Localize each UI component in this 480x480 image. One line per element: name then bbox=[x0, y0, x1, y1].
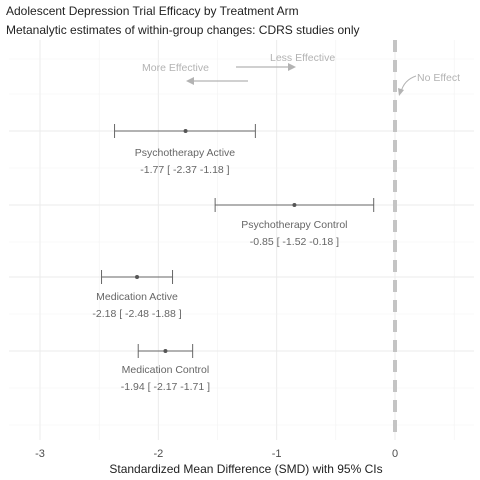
x-tick-label: 0 bbox=[392, 448, 398, 460]
row-name-label: Medication Active bbox=[96, 291, 178, 303]
x-tick-label: -1 bbox=[272, 448, 282, 460]
less-effective-label: Less Effective bbox=[270, 52, 335, 64]
x-axis-title: Standardized Mean Difference (SMD) with … bbox=[109, 462, 382, 476]
plot-panel bbox=[9, 40, 474, 440]
row-ci-label: -1.94 [ -2.17 -1.71 ] bbox=[121, 381, 210, 393]
more-effective-arrowhead bbox=[186, 77, 194, 85]
row-ci-label: -0.85 [ -1.52 -0.18 ] bbox=[250, 236, 339, 248]
no-effect-arrowhead bbox=[398, 88, 404, 96]
no-effect-label: No Effect bbox=[417, 72, 460, 84]
point-estimate bbox=[163, 349, 168, 353]
chart-subtitle: Metanalytic estimates of within-group ch… bbox=[6, 23, 360, 37]
point-estimate bbox=[183, 129, 188, 133]
row-ci-label: -2.18 [ -2.48 -1.88 ] bbox=[92, 308, 181, 320]
row-name-label: Psychotherapy Control bbox=[241, 219, 347, 231]
less-effective-arrowhead bbox=[288, 63, 296, 71]
row-ci-label: -1.77 [ -2.37 -1.18 ] bbox=[140, 164, 229, 176]
point-estimate bbox=[135, 275, 140, 279]
row-name-label: Medication Control bbox=[122, 364, 210, 376]
more-effective-label: More Effective bbox=[142, 62, 209, 74]
row-name-label: Psychotherapy Active bbox=[135, 147, 236, 159]
x-tick-label: -3 bbox=[35, 448, 45, 460]
point-estimate bbox=[292, 203, 297, 207]
x-tick-label: -2 bbox=[153, 448, 163, 460]
chart-title: Adolescent Depression Trial Efficacy by … bbox=[6, 4, 299, 18]
